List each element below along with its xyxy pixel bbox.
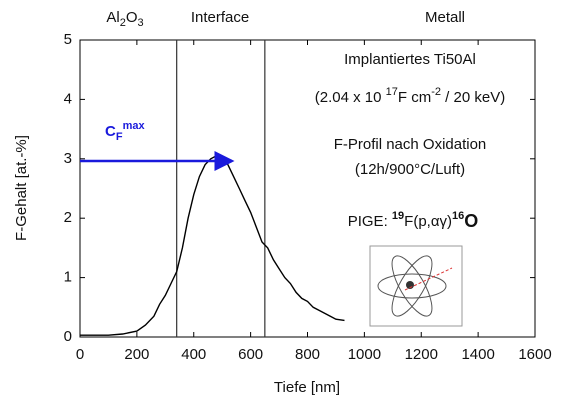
annotation-part: -2 xyxy=(431,86,441,98)
annotation-part: Al xyxy=(106,9,119,26)
x-tick-label: 1000 xyxy=(348,346,381,363)
atom-inset xyxy=(369,245,463,327)
annotation-part: Implantiertes Ti50Al xyxy=(344,51,476,68)
annotation: PIGE: 19F(p,αγ)16O xyxy=(348,210,479,231)
annotation: (12h/900°C/Luft) xyxy=(355,161,465,178)
annotation-part: 3 xyxy=(138,17,144,29)
x-tick-label: 1400 xyxy=(461,346,494,363)
annotation-part: max xyxy=(123,120,146,132)
x-tick-label: 600 xyxy=(238,346,263,363)
annotation-part: 19 xyxy=(392,210,404,222)
annotation-part: (12h/900°C/Luft) xyxy=(355,161,465,178)
annotation-part: O xyxy=(126,9,138,26)
annotation-part: / 20 keV) xyxy=(441,89,505,106)
x-tick-label: 1600 xyxy=(518,346,551,363)
annotation-part: 2 xyxy=(120,17,126,29)
x-tick-label: 400 xyxy=(181,346,206,363)
orbit xyxy=(391,255,433,317)
plot-frame xyxy=(79,39,536,338)
y-tick-label: 1 xyxy=(64,269,72,286)
annotation-part: (2.04 x 10 xyxy=(315,89,386,106)
annotation-part: Metall xyxy=(425,9,465,26)
annotation-part: PIGE: xyxy=(348,213,392,230)
x-tick-label: 1200 xyxy=(405,346,438,363)
annotation: Interface xyxy=(191,9,249,26)
y-axis-label: F-Gehalt [at.-%] xyxy=(13,135,30,241)
ray xyxy=(404,267,453,291)
annotation-part: F xyxy=(116,131,123,143)
orbit xyxy=(377,273,447,299)
annotation: Metall xyxy=(425,9,465,26)
x-tick-label: 0 xyxy=(76,346,84,363)
annotation-part: C xyxy=(105,123,116,140)
y-tick-label: 3 xyxy=(64,150,72,167)
x-tick-label: 200 xyxy=(124,346,149,363)
y-tick-label: 5 xyxy=(64,31,72,48)
annotation: CFmax xyxy=(105,120,145,143)
y-tick-label: 4 xyxy=(64,90,72,107)
annotation-part: 17 xyxy=(386,86,398,98)
annotation: F-Profil nach Oxidation xyxy=(334,136,487,153)
y-tick-label: 0 xyxy=(64,328,72,345)
y-tick-label: 2 xyxy=(64,209,72,226)
data-line xyxy=(80,155,345,336)
annotation-part: Interface xyxy=(191,9,249,26)
x-axis-label: Tiefe [nm] xyxy=(274,379,340,396)
annotation: (2.04 x 10 17F cm-2 / 20 keV) xyxy=(315,86,505,106)
orbit xyxy=(391,255,433,317)
annotation-part: F-Profil nach Oxidation xyxy=(334,136,487,153)
annotation-part: O xyxy=(464,211,478,231)
x-tick-label: 800 xyxy=(295,346,320,363)
annotation-part: F cm xyxy=(398,89,431,106)
annotation: Al2O3 xyxy=(106,9,143,29)
annotation-part: F(p,αγ) xyxy=(404,213,452,230)
inset-frame xyxy=(369,245,463,327)
annotation: Implantiertes Ti50Al xyxy=(344,51,476,68)
annotation-part: 16 xyxy=(452,210,464,222)
